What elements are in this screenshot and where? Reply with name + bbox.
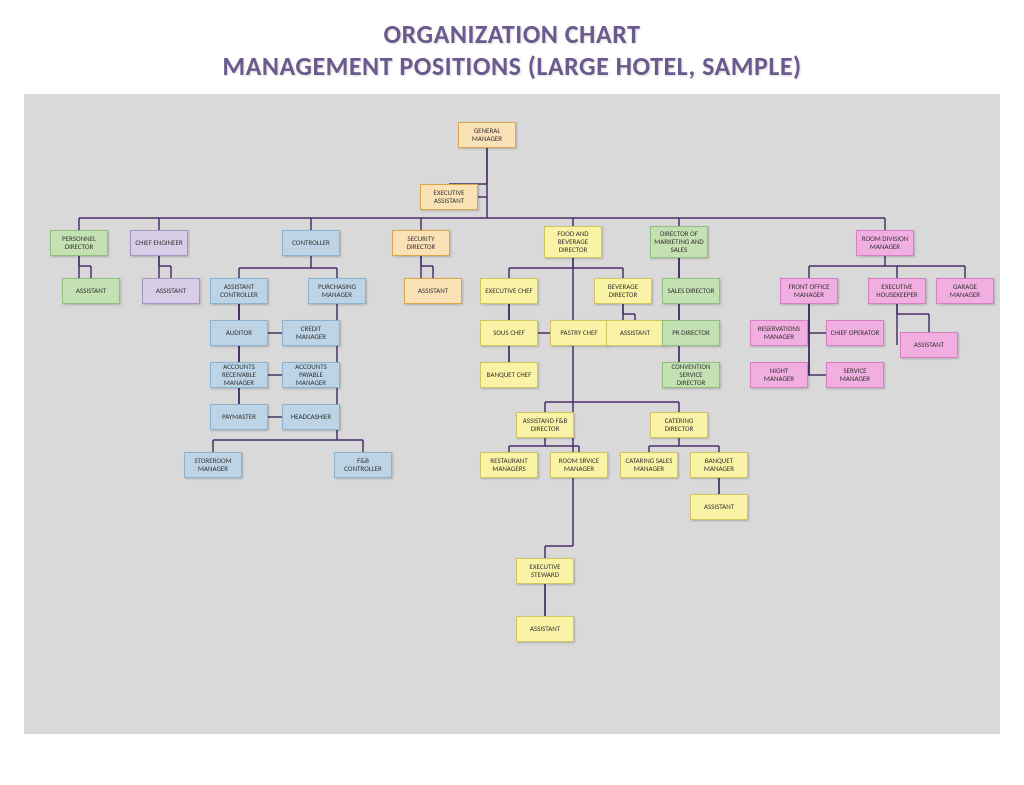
org-node: SALES DIRECTOR (662, 278, 720, 304)
org-node: ROOM SRVICE MANAGER (550, 452, 608, 478)
org-node: ASSISTANT CONTROLLER (210, 278, 268, 304)
org-node: BANQUET MANAGER (690, 452, 748, 478)
org-node: ACCOUNTS PAYABLE MANAGER (282, 362, 340, 388)
org-node: GENERAL MANAGER (458, 122, 516, 148)
org-node: AUDITOR (210, 320, 268, 346)
page-title: ORGANIZATION CHART MANAGEMENT POSITIONS … (0, 18, 1024, 82)
org-node: ASSISTANT (142, 278, 200, 304)
org-node: EXECUTIVE CHEF (480, 278, 538, 304)
org-node: SERVICE MANAGER (826, 362, 884, 388)
org-node: EXECUTIVE HOUSEKEEPER (868, 278, 926, 304)
org-node: PAYMASTER (210, 404, 268, 430)
org-node: GARAGE MANAGER (936, 278, 994, 304)
org-node: RESERVATIONS MANAGER (750, 320, 808, 346)
org-node: PR DIRECTOR (662, 320, 720, 346)
org-node: ASSISTAND F&B DIRECTOR (516, 412, 574, 438)
org-node: STOREROOM MANAGER (184, 452, 242, 478)
org-node: DIRECTOR OF MARKETING AND SALES (650, 226, 708, 258)
org-chart-canvas: GENERAL MANAGER EXECUTIVE ASSISTANT PERSON… (24, 94, 1000, 734)
org-node: CREDIT MANAGER (282, 320, 340, 346)
org-node: ASSISTANT (516, 616, 574, 642)
org-node: SECURITY DIRECTOR (392, 230, 450, 256)
org-node: FRONT OFFICE MANAGER (780, 278, 838, 304)
org-node: CONVENTION SERVICE DIRECTOR (662, 362, 720, 388)
title-line-1: ORGANIZATION CHART (0, 18, 1024, 50)
org-node: RESTAURANT MANAGERS (480, 452, 538, 478)
org-node: EXECUTIVE STEWARD (516, 558, 574, 584)
org-node: PERSONNEL DIRECTOR (50, 230, 108, 256)
org-node: PURCHASING MANAGER (308, 278, 366, 304)
org-node: BEVERAGE DIRECTOR (594, 278, 652, 304)
org-node: EXECUTIVE ASSISTANT (420, 184, 478, 210)
org-node: ASSISTANT (606, 320, 664, 346)
org-node: SOUS CHEF (480, 320, 538, 346)
org-node: CHIEF OPERATOR (826, 320, 884, 346)
org-node: CHIEF ENGINEER (130, 230, 188, 256)
connectors-layer (24, 94, 1000, 734)
org-node: CATERING DIRECTOR (650, 412, 708, 438)
org-node: HEADCASHIER (282, 404, 340, 430)
title-line-2: MANAGEMENT POSITIONS (LARGE HOTEL, SAMPL… (0, 50, 1024, 82)
org-node: BANQUET CHEF (480, 362, 538, 388)
org-node: ROOM DIVISION MANAGER (856, 230, 914, 256)
org-node: PASTRY CHEF (550, 320, 608, 346)
org-node: ACCOUNTS RECEIVABLE MANAGER (210, 362, 268, 388)
org-node: ASSISTANT (62, 278, 120, 304)
org-node: ASSISTANT (690, 494, 748, 520)
org-node: NIGHT MANAGER (750, 362, 808, 388)
org-node: F&B CONTROLLER (334, 452, 392, 478)
org-node: FOOD AND BEVERAGE DIRECTOR (544, 226, 602, 258)
org-node: ASSISTANT (404, 278, 462, 304)
org-node: CONTROLLER (282, 230, 340, 256)
org-node: CATARING SALES MANAGER (620, 452, 678, 478)
org-node: ASSISTANT (900, 332, 958, 358)
